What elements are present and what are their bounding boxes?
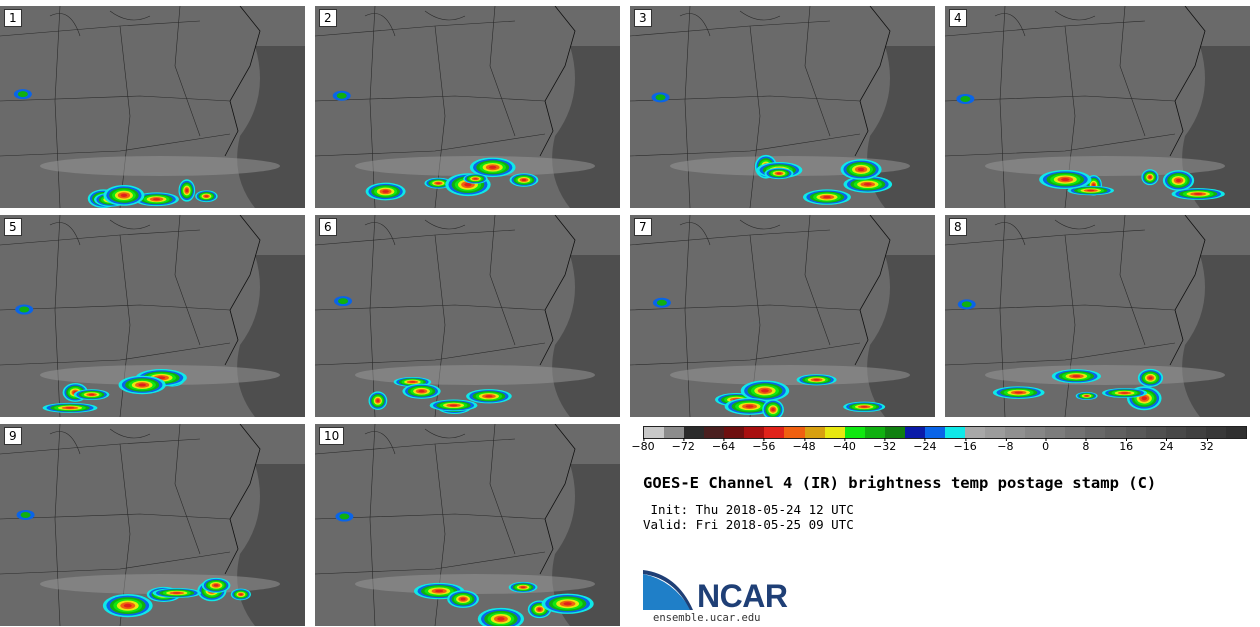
map-panel: 4 [945, 6, 1250, 208]
colorbar-swatch [804, 427, 825, 438]
colorbar-swatch [864, 427, 885, 438]
colorbar-swatch [1005, 427, 1026, 438]
panel-number: 3 [634, 9, 652, 27]
figure-title: GOES-E Channel 4 (IR) brightness temp po… [643, 474, 1157, 492]
colorbar-swatch [1185, 427, 1206, 438]
panel-number: 2 [319, 9, 337, 27]
colorbar-swatch [704, 427, 725, 438]
colorbar-swatch [724, 427, 745, 438]
colorbar-tick-label: −80 [631, 438, 655, 453]
colorbar-swatch [1145, 427, 1166, 438]
colorbar-tick-label: −8 [997, 438, 1014, 453]
colorbar-swatch [1085, 427, 1106, 438]
panel-number: 8 [949, 218, 967, 236]
map-panel: 5 [0, 215, 305, 417]
colorbar-tick-label: 24 [1159, 438, 1174, 453]
panel-number: 10 [319, 427, 345, 445]
colorbar-swatch [965, 427, 986, 438]
panel-number: 6 [319, 218, 337, 236]
colorbar-tick-label: −72 [671, 438, 695, 453]
site-url: ensemble.ucar.edu [653, 612, 761, 624]
colorbar-swatch [844, 427, 865, 438]
colorbar-tick-label: 0 [1042, 438, 1050, 453]
colorbar [643, 426, 1247, 439]
colorbar-swatch [1025, 427, 1046, 438]
map-panel: 6 [315, 215, 620, 417]
colorbar-swatch [1105, 427, 1126, 438]
colorbar-tick-label: −16 [953, 438, 977, 453]
colorbar-tick-label: −64 [711, 438, 736, 453]
map-panel: 1 [0, 6, 305, 208]
colorbar-swatch [784, 427, 805, 438]
map-panel: 7 [630, 215, 935, 417]
colorbar-swatch [1225, 427, 1246, 438]
panel-number: 1 [4, 9, 22, 27]
map-panel: 8 [945, 215, 1250, 417]
colorbar-swatch [1065, 427, 1086, 438]
colorbar-tick-label: −32 [872, 438, 897, 453]
colorbar-swatch [1205, 427, 1226, 438]
init-time: Init: Thu 2018-05-24 12 UTC [643, 502, 854, 517]
colorbar-ticks: −80 −72 −64 −56 −48 −40 −32 −24 −16 −8 0 8 16 24 32 [631, 438, 1247, 460]
colorbar-swatch [904, 427, 925, 438]
panel-number: 4 [949, 9, 967, 27]
colorbar-swatch [1125, 427, 1146, 438]
colorbar-tick-label: 8 [1082, 438, 1090, 453]
colorbar-swatch [684, 427, 705, 438]
colorbar-swatch [1045, 427, 1066, 438]
ncar-logo-icon [643, 570, 693, 610]
ncar-logo-text: NCAR [697, 578, 788, 614]
panel-number: 7 [634, 218, 652, 236]
colorbar-tick-label: 32 [1199, 438, 1214, 453]
colorbar-tick-label: −40 [832, 438, 856, 453]
colorbar-swatch [985, 427, 1006, 438]
map-panel: 9 [0, 424, 305, 626]
colorbar-swatch [824, 427, 845, 438]
panel-number: 9 [4, 427, 22, 445]
colorbar-tick-label: −48 [792, 438, 816, 453]
map-panel: 2 [315, 6, 620, 208]
map-panel: 3 [630, 6, 935, 208]
panel-number: 5 [4, 218, 22, 236]
valid-time: Valid: Fri 2018-05-25 09 UTC [643, 517, 854, 532]
colorbar-tick-label: −24 [913, 438, 937, 453]
colorbar-tick-label: 16 [1119, 438, 1134, 453]
colorbar-swatch [664, 427, 685, 438]
colorbar-swatch [884, 427, 905, 438]
colorbar-tick-label: −56 [752, 438, 776, 453]
colorbar-swatch [944, 427, 965, 438]
colorbar-swatch [764, 427, 785, 438]
colorbar-swatch [924, 427, 945, 438]
colorbar-swatch [744, 427, 765, 438]
colorbar-swatch [644, 427, 665, 438]
map-panel: 10 [315, 424, 620, 626]
colorbar-swatch [1165, 427, 1186, 438]
